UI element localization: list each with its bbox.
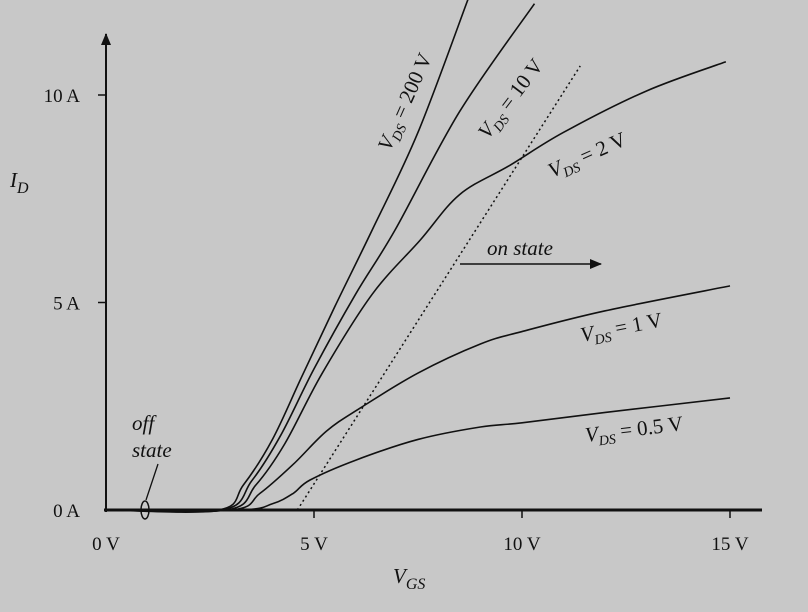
- off-state-label-2: state: [132, 438, 172, 462]
- y-tick-label: 5 A: [53, 294, 80, 315]
- series-line-1: [105, 3, 536, 513]
- x-tick-label: 10 V: [503, 534, 540, 555]
- x-axis-label: VGS: [393, 564, 425, 593]
- off-state-label-1: off: [132, 411, 157, 435]
- series-line-4: [105, 397, 731, 512]
- on-state-label: on state: [487, 236, 553, 260]
- series-line-0: [105, 0, 469, 513]
- y-tick-label: 10 A: [44, 86, 81, 107]
- off-state-marker: [140, 500, 150, 520]
- x-tick-label: 15 V: [711, 534, 748, 555]
- y-axis-label: ID: [9, 168, 29, 197]
- on-off-boundary-line: [296, 65, 581, 511]
- label-vds-10: VDS = 10 V: [473, 54, 552, 145]
- svg-text:VDS = 10 V: VDS = 10 V: [473, 54, 552, 145]
- label-vds-0.5: VDS = 0.5 V: [584, 411, 685, 451]
- y-tick-label: 0 A: [53, 501, 80, 522]
- series-line-2: [105, 61, 727, 513]
- x-tick-label: 5 V: [300, 534, 328, 555]
- off-state-pointer: [145, 463, 159, 501]
- svg-text:VDS = 0.5 V: VDS = 0.5 V: [584, 411, 685, 451]
- x-tick-label: 0 V: [92, 534, 120, 555]
